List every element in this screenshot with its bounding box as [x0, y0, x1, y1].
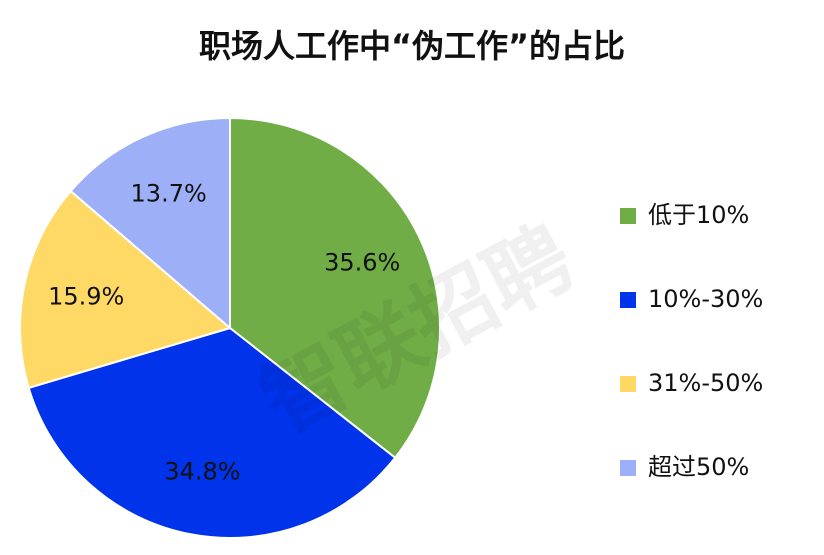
pie-slice: [229, 116, 441, 460]
pie-slice: [19, 189, 233, 390]
data-label: 13.7%: [131, 179, 207, 207]
legend-label: 超过50%: [648, 453, 749, 481]
legend-label: 低于10%: [648, 201, 749, 229]
legend-swatch: [620, 376, 636, 392]
chart-title: 职场人工作中“伪工作”的占比: [199, 27, 625, 65]
data-label: 35.6%: [324, 249, 400, 277]
pie-slice: [27, 326, 397, 539]
pie: [19, 116, 441, 539]
data-label: 34.8%: [164, 457, 240, 485]
legend-swatch: [620, 292, 636, 308]
data-label: 15.9%: [48, 282, 124, 310]
legend-swatch: [620, 208, 636, 224]
legend-label: 31%-50%: [648, 369, 763, 397]
legend-swatch: [620, 460, 636, 476]
pie-slice: [69, 116, 231, 331]
legend-label: 10%-30%: [648, 285, 763, 313]
